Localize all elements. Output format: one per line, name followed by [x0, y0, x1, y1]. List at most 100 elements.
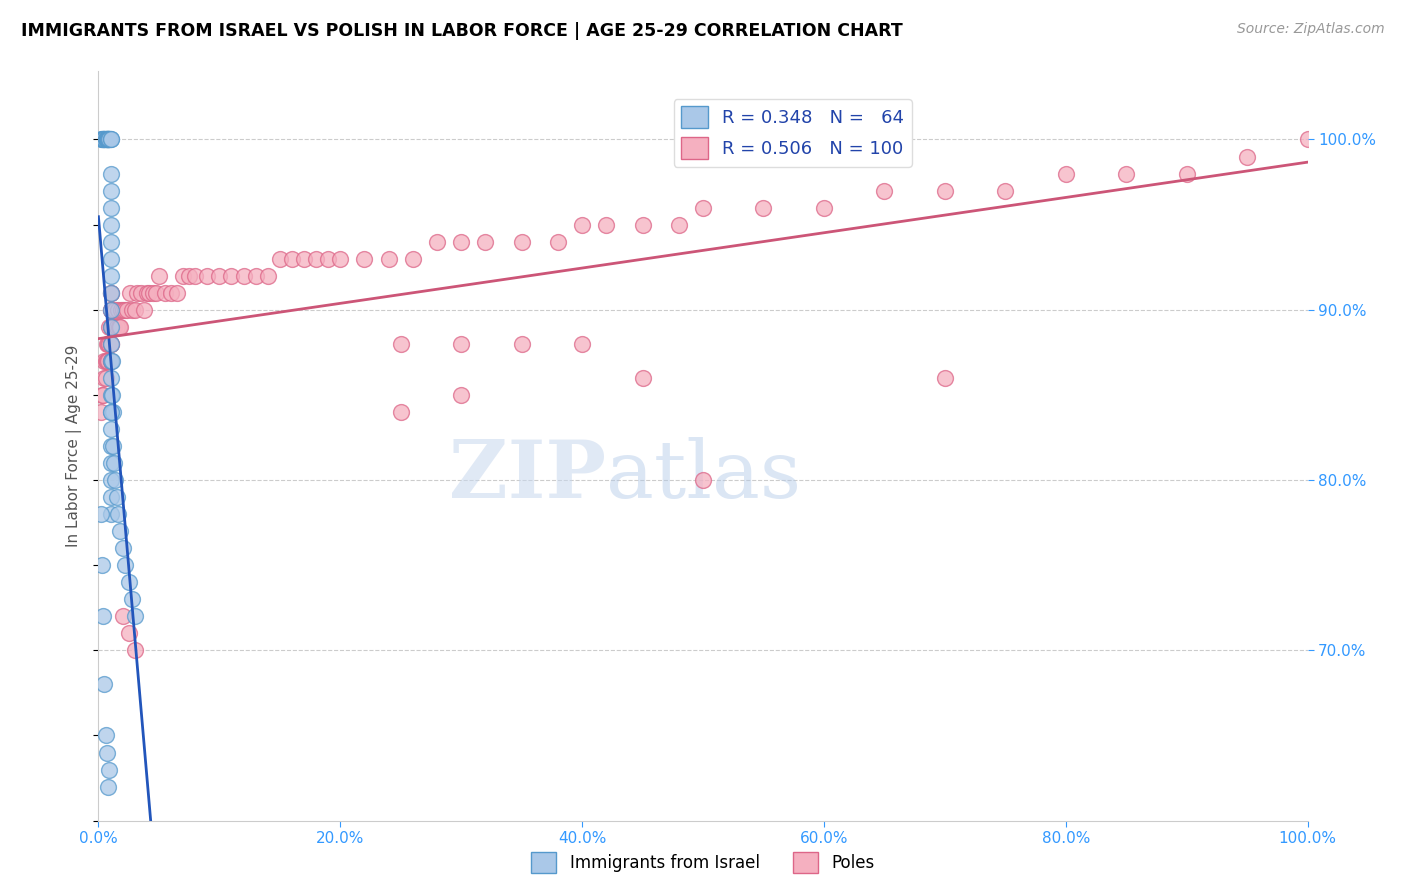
Point	[100, 388, 122, 402]
Point	[100, 354, 122, 368]
Point	[752, 201, 775, 215]
Point	[668, 218, 690, 232]
Point	[100, 319, 122, 334]
Point	[114, 558, 136, 573]
Point	[90, 405, 112, 419]
Point	[631, 371, 654, 385]
Point	[292, 252, 315, 266]
Point	[692, 473, 714, 487]
Point	[100, 184, 122, 198]
Point	[100, 268, 122, 283]
Point	[127, 285, 149, 300]
Point	[90, 507, 112, 521]
Point	[118, 626, 141, 640]
Point	[101, 405, 124, 419]
Point	[692, 201, 714, 215]
Point	[100, 405, 122, 419]
Point	[118, 575, 141, 590]
Point	[100, 336, 122, 351]
Point	[91, 558, 114, 573]
Point	[97, 132, 120, 146]
Point	[316, 252, 339, 266]
Point	[510, 235, 533, 249]
Point	[98, 336, 121, 351]
Point	[104, 302, 127, 317]
Point	[100, 371, 122, 385]
Point	[100, 439, 122, 453]
Point	[94, 354, 117, 368]
Point	[94, 132, 117, 146]
Point	[97, 354, 120, 368]
Point	[96, 132, 118, 146]
Point	[93, 677, 115, 691]
Point	[426, 235, 449, 249]
Point	[100, 319, 122, 334]
Point	[121, 592, 143, 607]
Point	[105, 319, 128, 334]
Point	[98, 132, 121, 146]
Point	[98, 319, 121, 334]
Point	[1054, 167, 1077, 181]
Point	[994, 184, 1017, 198]
Point	[100, 336, 122, 351]
Point	[813, 201, 835, 215]
Point	[1236, 149, 1258, 163]
Point	[135, 285, 157, 300]
Text: IMMIGRANTS FROM ISRAEL VS POLISH IN LABOR FORCE | AGE 25-29 CORRELATION CHART: IMMIGRANTS FROM ISRAEL VS POLISH IN LABO…	[21, 22, 903, 40]
Point	[93, 132, 115, 146]
Point	[934, 371, 956, 385]
Point	[98, 132, 121, 146]
Point	[172, 268, 194, 283]
Point	[101, 319, 124, 334]
Point	[510, 336, 533, 351]
Point	[96, 746, 118, 760]
Point	[1115, 167, 1137, 181]
Point	[100, 218, 122, 232]
Point	[474, 235, 496, 249]
Point	[104, 473, 127, 487]
Point	[96, 354, 118, 368]
Point	[934, 184, 956, 198]
Point	[377, 252, 399, 266]
Point	[208, 268, 231, 283]
Point	[631, 218, 654, 232]
Point	[873, 184, 896, 198]
Point	[129, 285, 152, 300]
Point	[100, 302, 122, 317]
Text: atlas: atlas	[606, 437, 801, 515]
Point	[184, 268, 207, 283]
Point	[108, 524, 131, 538]
Point	[389, 336, 412, 351]
Point	[100, 285, 122, 300]
Point	[91, 609, 114, 624]
Point	[97, 780, 120, 794]
Point	[94, 729, 117, 743]
Point	[93, 354, 115, 368]
Point	[91, 388, 114, 402]
Point	[91, 132, 114, 146]
Legend: R = 0.348   N =   64, R = 0.506   N = 100: R = 0.348 N = 64, R = 0.506 N = 100	[673, 99, 911, 167]
Point	[329, 252, 352, 266]
Point	[571, 218, 593, 232]
Point	[269, 252, 291, 266]
Point	[389, 405, 412, 419]
Point	[107, 302, 129, 317]
Point	[121, 302, 143, 317]
Point	[256, 268, 278, 283]
Point	[281, 252, 304, 266]
Point	[450, 388, 472, 402]
Point	[138, 285, 160, 300]
Point	[93, 371, 115, 385]
Point	[96, 336, 118, 351]
Point	[100, 235, 122, 249]
Point	[107, 507, 129, 521]
Point	[100, 302, 122, 317]
Text: ZIP: ZIP	[450, 437, 606, 515]
Point	[402, 252, 425, 266]
Point	[100, 473, 122, 487]
Point	[571, 336, 593, 351]
Point	[96, 132, 118, 146]
Point	[100, 285, 122, 300]
Point	[142, 285, 165, 300]
Point	[100, 456, 122, 470]
